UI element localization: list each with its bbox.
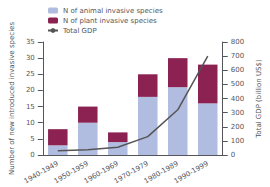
svg-text:700: 700: [231, 52, 244, 60]
svg-text:Total GDP (billion US$): Total GDP (billion US$): [255, 59, 263, 139]
svg-text:800: 800: [231, 38, 244, 46]
svg-text:300: 300: [231, 109, 244, 117]
svg-text:0: 0: [231, 151, 235, 159]
svg-text:Number of new introduced invas: Number of new introduced invasive specie…: [8, 22, 16, 175]
svg-text:10: 10: [26, 119, 35, 127]
svg-text:20: 20: [26, 86, 35, 94]
svg-text:35: 35: [26, 38, 35, 46]
svg-text:N of animal invasive species: N of animal invasive species: [63, 7, 163, 15]
svg-text:400: 400: [231, 95, 244, 103]
svg-text:100: 100: [231, 137, 244, 145]
svg-text:1940-1949: 1940-1949: [22, 159, 60, 186]
svg-text:500: 500: [231, 80, 244, 88]
svg-text:Total GDP: Total GDP: [62, 27, 97, 35]
svg-text:15: 15: [26, 103, 35, 111]
svg-text:0: 0: [30, 151, 34, 159]
svg-text:1960-1969: 1960-1969: [82, 159, 120, 186]
svg-text:1970-1979: 1970-1979: [112, 159, 150, 186]
svg-text:600: 600: [231, 66, 244, 74]
svg-text:N of plant invasive species: N of plant invasive species: [63, 17, 157, 25]
svg-text:200: 200: [231, 123, 244, 131]
svg-text:5: 5: [30, 135, 34, 143]
svg-text:1990-1999: 1990-1999: [173, 160, 210, 186]
svg-text:1980-1989: 1980-1989: [142, 159, 180, 186]
svg-text:1950-1959: 1950-1959: [52, 159, 90, 186]
svg-text:25: 25: [26, 70, 35, 78]
svg-text:30: 30: [26, 54, 35, 62]
